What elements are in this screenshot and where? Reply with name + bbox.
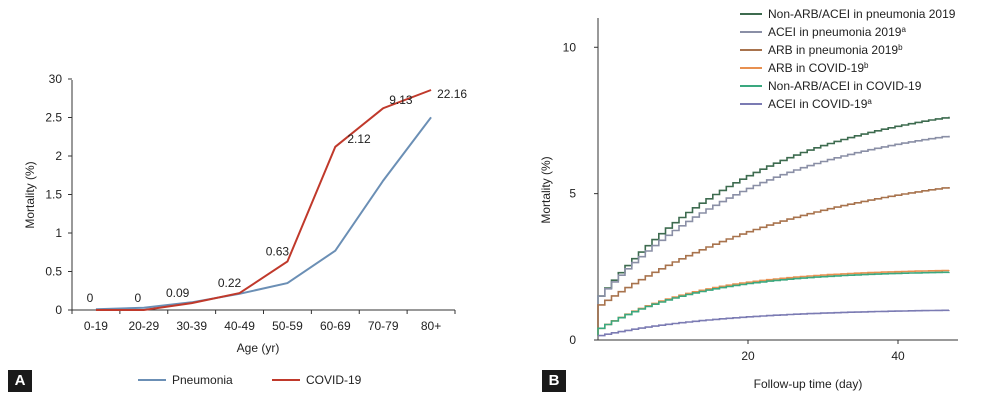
series-line-acei-in-covid-19a (598, 309, 950, 337)
y-tick-label: 2 (55, 149, 62, 163)
series-line-non-arb-acei-in-pneumonia-2019 (597, 116, 950, 336)
series-line-acei-in-pneumonia-2019a (597, 135, 950, 336)
data-label: 0 (134, 291, 141, 305)
series-line-arb-in-pneumonia-2019b (597, 187, 950, 336)
x-tick-label: 80+ (421, 319, 441, 333)
legend-label-pneumonia: Pneumonia (172, 373, 233, 387)
legend-label-arb-in-pneumonia-2019b: ARB in pneumonia 2019b (768, 43, 903, 58)
series-line-covid-19 (95, 89, 432, 311)
series-line-non-arb-acei-in-covid-19 (597, 271, 950, 336)
chart-b: 0 5 10 20 40 Non-ARB/ACEI in pneumonia 2019 A… (539, 7, 958, 391)
series-line-pneumonia (95, 116, 432, 311)
x-tick-label: 70-79 (368, 319, 399, 333)
y-tick-label: 2.5 (45, 111, 62, 125)
y-axis-label: Mortality (%) (23, 161, 37, 228)
data-label: 0.63 (266, 244, 290, 258)
x-axis-label: Age (yr) (237, 341, 280, 355)
data-label: 0 (87, 291, 94, 305)
data-label: 0.09 (166, 286, 190, 300)
chart-a: 0 0.5 1 1.5 2 2.5 30 0-19 20-29 30-39 40-49 50-59 60… (23, 72, 467, 387)
legend-label-acei-in-covid-19a: ACEI in COVID-19a (768, 97, 872, 112)
y-tick-label: 0.5 (45, 265, 62, 279)
x-tick-label: 40-49 (224, 319, 255, 333)
panel-b-label: B (542, 370, 566, 392)
y-tick-label: 0 (55, 303, 62, 317)
x-axis-label: Follow-up time (day) (754, 377, 863, 391)
data-label: 9.13 (389, 93, 413, 107)
legend-label-arb-in-covid-19b: ARB in COVID-19b (768, 61, 869, 76)
y-axis-label: Mortality (%) (539, 156, 553, 223)
series-line-arb-in-covid-19b (597, 269, 950, 336)
legend-label-non-arb-acei-in-covid-19: Non-ARB/ACEI in COVID-19 (768, 79, 922, 93)
legend-label-acei-in-pneumonia-2019a: ACEI in pneumonia 2019a (768, 25, 906, 40)
panel-a-label: A (8, 370, 32, 392)
x-tick-label: 40 (891, 349, 905, 363)
legend-label-non-arb-acei-in-pneumonia-2019: Non-ARB/ACEI in pneumonia 2019 (768, 7, 956, 21)
legend-label-covid: COVID-19 (306, 373, 362, 387)
x-tick-label: 0-19 (84, 319, 108, 333)
y-tick-label: 1 (55, 226, 62, 240)
data-label: 2.12 (347, 132, 371, 146)
x-tick-label: 30-39 (176, 319, 207, 333)
x-tick-label: 20-29 (128, 319, 159, 333)
y-tick-label: 5 (569, 187, 576, 201)
data-label: 0.22 (218, 276, 242, 290)
y-tick-label: 30 (49, 72, 63, 86)
y-tick-label: 1.5 (45, 188, 62, 202)
y-tick-label: 10 (563, 40, 577, 54)
data-label: 22.16 (437, 87, 467, 101)
x-tick-label: 60-69 (320, 319, 351, 333)
y-tick-label: 0 (569, 333, 576, 347)
x-tick-label: 20 (741, 349, 755, 363)
legend: Pneumonia COVID-19 (138, 373, 362, 387)
x-tick-label: 50-59 (272, 319, 303, 333)
